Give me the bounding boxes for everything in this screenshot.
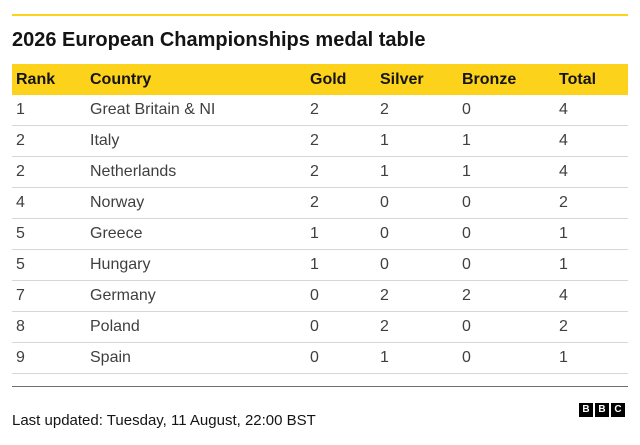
page-title: 2026 European Championships medal table bbox=[12, 29, 426, 51]
silver-cell: 0 bbox=[380, 218, 462, 250]
silver-cell: 0 bbox=[380, 187, 462, 219]
silver-cell: 2 bbox=[380, 311, 462, 343]
country-cell: Great Britain & NI bbox=[90, 95, 310, 126]
total-cell: 4 bbox=[559, 95, 628, 126]
rank-cell: 9 bbox=[12, 342, 90, 374]
column-header-country: Country bbox=[90, 64, 310, 95]
country-cell: Hungary bbox=[90, 249, 310, 281]
last-updated-text: Last updated: Tuesday, 11 August, 22:00 … bbox=[12, 412, 316, 429]
rank-cell: 2 bbox=[12, 156, 90, 188]
gold-cell: 1 bbox=[310, 218, 380, 250]
bbc-logo-letter: C bbox=[611, 403, 625, 417]
column-header-gold: Gold bbox=[310, 64, 380, 95]
total-cell: 4 bbox=[559, 156, 628, 188]
column-header-bronze: Bronze bbox=[462, 64, 559, 95]
silver-cell: 1 bbox=[380, 156, 462, 188]
country-cell: Spain bbox=[90, 342, 310, 374]
bronze-cell: 0 bbox=[462, 249, 559, 281]
country-cell: Netherlands bbox=[90, 156, 310, 188]
table-row: 8 Poland 0 2 0 2 bbox=[12, 311, 628, 343]
bbc-logo-letter: B bbox=[595, 403, 609, 417]
rank-cell: 8 bbox=[12, 311, 90, 343]
bbc-logo-letter: B bbox=[579, 403, 593, 417]
table-header-row: Rank Country Gold Silver Bronze Total bbox=[12, 64, 628, 95]
column-header-total: Total bbox=[559, 64, 628, 95]
table-row: 2 Italy 2 1 1 4 bbox=[12, 125, 628, 157]
gold-cell: 2 bbox=[310, 95, 380, 126]
gold-cell: 0 bbox=[310, 342, 380, 374]
bronze-cell: 2 bbox=[462, 280, 559, 312]
table-row: 4 Norway 2 0 0 2 bbox=[12, 187, 628, 219]
total-cell: 1 bbox=[559, 249, 628, 281]
bronze-cell: 1 bbox=[462, 125, 559, 157]
country-cell: Germany bbox=[90, 280, 310, 312]
rank-cell: 1 bbox=[12, 95, 90, 126]
total-cell: 4 bbox=[559, 125, 628, 157]
bbc-logo: B B C bbox=[579, 403, 625, 417]
total-cell: 2 bbox=[559, 187, 628, 219]
table-row: 7 Germany 0 2 2 4 bbox=[12, 280, 628, 312]
column-header-rank: Rank bbox=[12, 64, 90, 95]
total-cell: 1 bbox=[559, 342, 628, 374]
table-row: 2 Netherlands 2 1 1 4 bbox=[12, 156, 628, 188]
rank-cell: 7 bbox=[12, 280, 90, 312]
column-header-silver: Silver bbox=[380, 64, 462, 95]
gold-cell: 2 bbox=[310, 187, 380, 219]
bronze-cell: 0 bbox=[462, 95, 559, 126]
country-cell: Italy bbox=[90, 125, 310, 157]
gold-cell: 0 bbox=[310, 311, 380, 343]
silver-cell: 1 bbox=[380, 342, 462, 374]
total-cell: 2 bbox=[559, 311, 628, 343]
gold-cell: 2 bbox=[310, 125, 380, 157]
silver-cell: 2 bbox=[380, 95, 462, 126]
bronze-cell: 0 bbox=[462, 311, 559, 343]
gold-cell: 0 bbox=[310, 280, 380, 312]
silver-cell: 2 bbox=[380, 280, 462, 312]
bronze-cell: 0 bbox=[462, 187, 559, 219]
table-row: 9 Spain 0 1 0 1 bbox=[12, 342, 628, 374]
gold-cell: 1 bbox=[310, 249, 380, 281]
country-cell: Greece bbox=[90, 218, 310, 250]
country-cell: Poland bbox=[90, 311, 310, 343]
silver-cell: 1 bbox=[380, 125, 462, 157]
footer-divider bbox=[12, 386, 628, 387]
bronze-cell: 0 bbox=[462, 218, 559, 250]
top-accent-rule bbox=[12, 14, 628, 16]
rank-cell: 5 bbox=[12, 218, 90, 250]
rank-cell: 2 bbox=[12, 125, 90, 157]
total-cell: 4 bbox=[559, 280, 628, 312]
rank-cell: 5 bbox=[12, 249, 90, 281]
gold-cell: 2 bbox=[310, 156, 380, 188]
table-row: 1 Great Britain & NI 2 2 0 4 bbox=[12, 95, 628, 126]
country-cell: Norway bbox=[90, 187, 310, 219]
medal-table: Rank Country Gold Silver Bronze Total 1 … bbox=[12, 64, 628, 374]
bronze-cell: 1 bbox=[462, 156, 559, 188]
total-cell: 1 bbox=[559, 218, 628, 250]
bronze-cell: 0 bbox=[462, 342, 559, 374]
rank-cell: 4 bbox=[12, 187, 90, 219]
table-row: 5 Hungary 1 0 0 1 bbox=[12, 249, 628, 281]
table-row: 5 Greece 1 0 0 1 bbox=[12, 218, 628, 250]
silver-cell: 0 bbox=[380, 249, 462, 281]
